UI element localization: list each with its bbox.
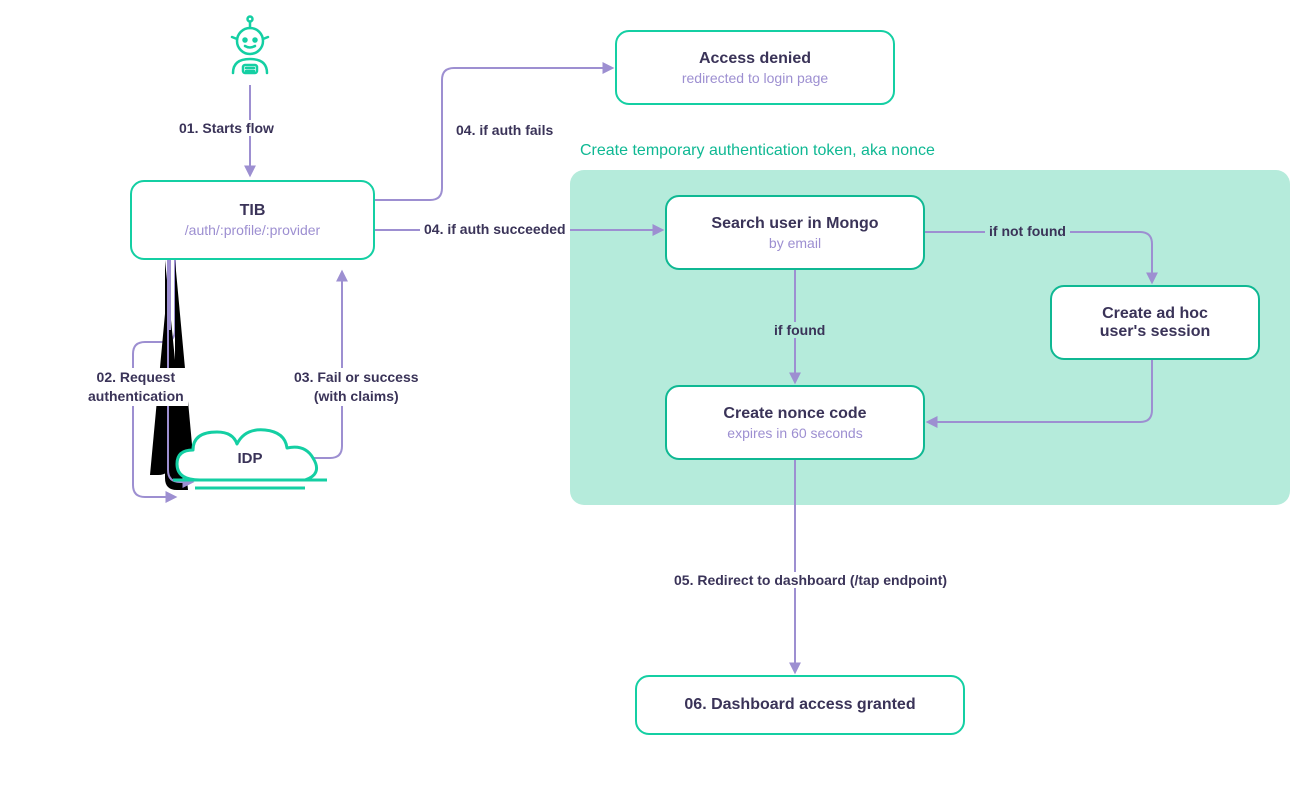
nonce-sub: expires in 60 seconds bbox=[727, 425, 862, 441]
search-mongo-box: Search user in Mongo by email bbox=[665, 195, 925, 270]
granted-box: 06. Dashboard access granted bbox=[635, 675, 965, 735]
adhoc-box: Create ad hoc user's session bbox=[1050, 285, 1260, 360]
label-05: 05. Redirect to dashboard (/tap endpoint… bbox=[670, 572, 951, 588]
label-iffound: if found bbox=[770, 322, 829, 338]
user-icon bbox=[215, 15, 285, 80]
idp-cloud: IDP bbox=[165, 420, 335, 500]
access-denied-sub: redirected to login page bbox=[682, 70, 828, 86]
tib-sub: /auth/:profile/:provider bbox=[185, 222, 320, 238]
nonce-title: Create nonce code bbox=[723, 405, 866, 423]
idp-label: IDP bbox=[165, 450, 335, 467]
nonce-box: Create nonce code expires in 60 seconds bbox=[665, 385, 925, 460]
adhoc-sub: user's session bbox=[1100, 323, 1211, 341]
access-denied-box: Access denied redirected to login page bbox=[615, 30, 895, 105]
label-04a: 04. if auth fails bbox=[452, 122, 557, 138]
adhoc-title: Create ad hoc bbox=[1102, 305, 1208, 323]
tib-box: TIB /auth/:profile/:provider bbox=[130, 180, 375, 260]
label-03: 03. Fail or success (with claims) bbox=[290, 368, 423, 406]
label-ifnotfound: if not found bbox=[985, 223, 1070, 239]
search-mongo-sub: by email bbox=[769, 235, 821, 251]
nonce-region-title: Create temporary authentication token, a… bbox=[580, 142, 935, 160]
tib-title: TIB bbox=[240, 202, 266, 220]
access-denied-title: Access denied bbox=[699, 50, 811, 68]
granted-title: 06. Dashboard access granted bbox=[684, 696, 915, 714]
label-01: 01. Starts flow bbox=[175, 120, 278, 136]
label-04b: 04. if auth succeeded bbox=[420, 221, 570, 237]
label-02: 02. Request authentication bbox=[84, 368, 188, 406]
search-mongo-title: Search user in Mongo bbox=[711, 215, 878, 233]
